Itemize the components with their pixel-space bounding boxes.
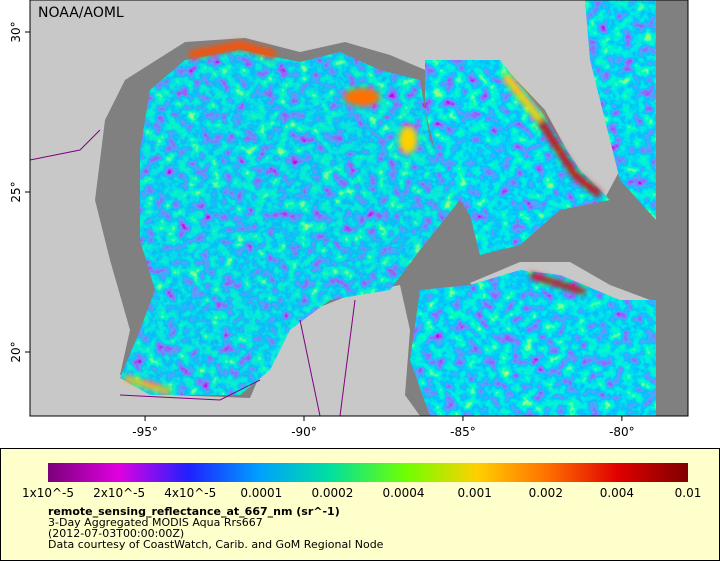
x-tick-label: -80° [609, 425, 635, 439]
x-tick-label: -95° [132, 425, 158, 439]
x-tick-label: -85° [450, 425, 476, 439]
y-tick-label: 20° [9, 341, 23, 362]
colorbar-label: 0.004 [600, 486, 634, 500]
land [30, 0, 688, 416]
colorbar-label: 0.0004 [383, 486, 425, 500]
axes: -95° -90° -85° -80° 20° 25° 30° [9, 21, 635, 439]
colorbar-label: 0.0001 [240, 486, 282, 500]
caption-credit: Data courtesy of CoastWatch, Carib. and … [48, 538, 384, 551]
colorbar [48, 463, 688, 482]
x-tick-label: -90° [291, 425, 317, 439]
colorbar-label: 0.002 [529, 486, 563, 500]
y-tick-label: 25° [9, 181, 23, 202]
colorbar-label: 0.001 [457, 486, 491, 500]
coastal-high [124, 40, 603, 395]
credit-bg [34, 2, 134, 22]
borders [29, 129, 356, 417]
map-area: NOAA/AOML [29, 0, 689, 417]
frame [29, 0, 689, 417]
colorbar-label: 0.0002 [311, 486, 353, 500]
colorbar-label: 0.01 [675, 486, 702, 500]
credit: NOAA/AOML [38, 5, 124, 21]
caption-variable: remote_sensing_reflectance_at_667_nm (sr… [48, 505, 340, 518]
caption-product: 3-Day Aggregated MODIS Aqua Rrs667 [48, 516, 263, 529]
colorbar-label: 4x10^-5 [164, 486, 216, 500]
y-tick-label: 30° [9, 21, 23, 42]
colorbar-labels: 1x10^-5 2x10^-5 4x10^-5 0.0001 0.0002 0.0004 0… [22, 486, 701, 500]
caption-time: (2012-07-03T00:00:00Z) [48, 527, 184, 540]
colorbar-label: 2x10^-5 [93, 486, 145, 500]
no-data [656, 0, 688, 416]
colorbar-label: 1x10^-5 [22, 486, 74, 500]
